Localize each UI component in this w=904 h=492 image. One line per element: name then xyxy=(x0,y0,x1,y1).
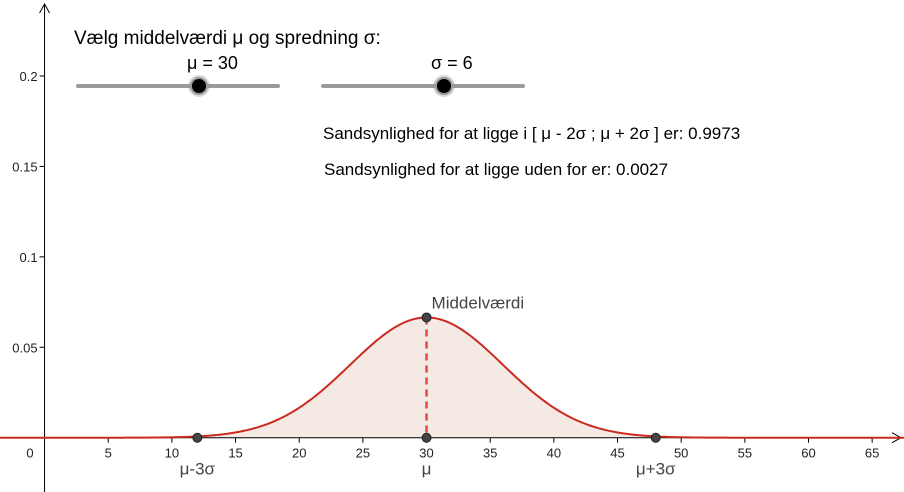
y-tick-label: 0.2 xyxy=(19,69,37,84)
normal-density-curve xyxy=(0,316,904,439)
x-tick-label: 55 xyxy=(738,446,752,461)
x-tick-label: 35 xyxy=(483,446,497,461)
sigma-slider[interactable] xyxy=(321,74,525,98)
x-tick-label: 50 xyxy=(674,446,688,461)
curve-points: μ-3σ μ μ+3σ Middelværdi xyxy=(180,293,676,478)
y-tick-label: 0.1 xyxy=(19,250,37,265)
mu-slider-handle[interactable] xyxy=(190,77,209,95)
curve-point[interactable] xyxy=(421,432,432,443)
y-tick-label: 0.15 xyxy=(12,159,37,174)
x-tick-label: 10 xyxy=(165,446,179,461)
point-label: Middelværdi xyxy=(432,293,525,312)
sigma-slider-label: σ = 6 xyxy=(431,53,473,73)
probability-shaded-area xyxy=(0,317,904,438)
x-tick-label: 30 xyxy=(419,446,433,461)
point-label: μ xyxy=(422,460,432,479)
x-tick-label: 65 xyxy=(865,446,879,461)
x-tick-label: 40 xyxy=(547,446,561,461)
x-tick-label: 15 xyxy=(228,446,242,461)
x-tick-label: 45 xyxy=(610,446,624,461)
curve-point[interactable] xyxy=(192,432,203,443)
x-tick-label: 25 xyxy=(356,446,370,461)
origin-label: 0 xyxy=(26,446,33,461)
mu-slider[interactable] xyxy=(76,74,280,98)
x-tick-label: 60 xyxy=(801,446,815,461)
curve-point[interactable] xyxy=(650,432,661,443)
instruction-text: Vælg middelværdi μ og spredning σ: xyxy=(74,28,381,49)
x-tick-label: 20 xyxy=(292,446,306,461)
mu-slider-track[interactable] xyxy=(76,84,280,88)
y-axis-arrow xyxy=(39,2,51,14)
sigma-slider-handle[interactable] xyxy=(435,77,454,95)
mu-slider-label: μ = 30 xyxy=(187,53,238,73)
sigma-slider-track[interactable] xyxy=(321,84,525,88)
point-label: μ-3σ xyxy=(180,460,216,479)
probability-inside-text: Sandsynlighed for at ligge i [ μ - 2σ ; … xyxy=(323,124,741,143)
y-tick-label: 0.05 xyxy=(12,340,37,355)
probability-outside-text: Sandsynlighed for at ligge uden for er: … xyxy=(324,160,669,179)
x-tick-label: 5 xyxy=(105,446,112,461)
point-label: μ+3σ xyxy=(636,460,676,479)
curve-point[interactable] xyxy=(421,312,432,323)
